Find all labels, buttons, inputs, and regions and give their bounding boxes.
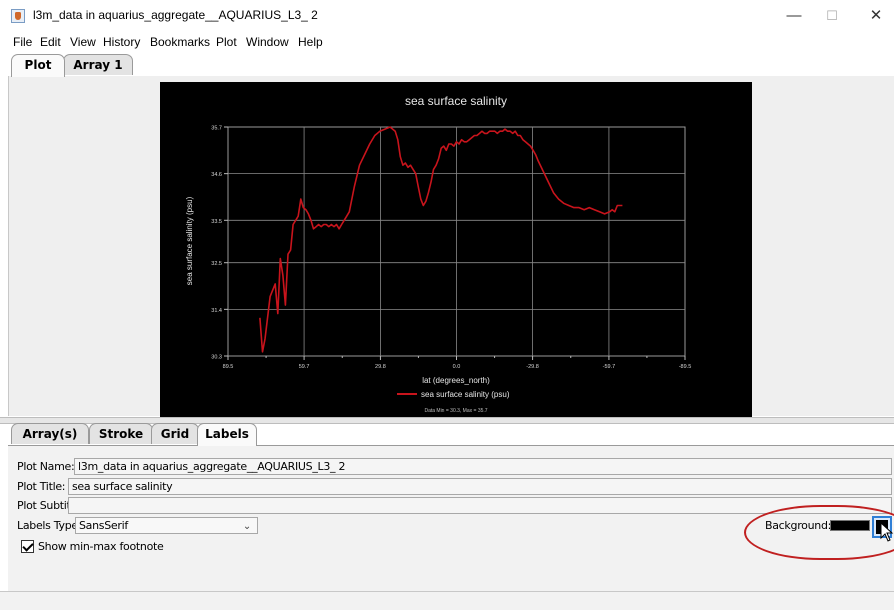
x-tick-label: 59.7 (299, 364, 310, 370)
minmax-footnote-checkbox[interactable] (21, 540, 34, 553)
plot-subtitle-label: Plot Subtitle: (17, 499, 84, 512)
tick-labels: 30.3 31.4 32.5 33.5 34.6 35.7 89.5 59.7 29.8 0.0 -… (211, 126, 691, 371)
tab-array-1[interactable]: Array 1 (63, 54, 133, 75)
y-tick-label: 33.5 (211, 219, 222, 225)
min-max-footnote: Data Min = 30.3, Max = 35.7 (424, 408, 487, 414)
plot-name-field[interactable]: l3m_data in aquarius_aggregate__AQUARIUS… (74, 458, 892, 475)
mouse-cursor-icon (880, 522, 894, 542)
legend-label: sea surface salinity (psu) (421, 390, 510, 399)
x-tick-label: 29.8 (375, 364, 386, 370)
chevron-down-icon: ⌄ (242, 521, 251, 532)
grid-lines (228, 127, 685, 356)
menu-history[interactable]: History (103, 35, 141, 49)
plot-title-label: Plot Title: (17, 480, 66, 493)
menu-plot[interactable]: Plot (216, 35, 237, 49)
x-tick-label: -29.8 (526, 364, 539, 370)
y-tick-label: 32.5 (211, 261, 222, 267)
background-label: Background: (765, 519, 832, 532)
background-color-swatch (830, 520, 870, 531)
menu-window[interactable]: Window (246, 35, 289, 49)
tab-labels[interactable]: Labels (197, 423, 257, 446)
chart-title: sea surface salinity (405, 94, 507, 108)
typeface-select[interactable]: SansSerif ⌄ (75, 517, 258, 534)
x-tick-label: -59.7 (603, 364, 616, 370)
y-tick-label: 31.4 (211, 308, 222, 314)
salinity-series-line (259, 126, 623, 353)
y-axis-label: sea surface salinity (psu) (185, 196, 194, 285)
tab-plot[interactable]: Plot (11, 54, 65, 77)
pane-splitter[interactable] (0, 417, 894, 424)
status-bar (0, 591, 894, 610)
x-tick-label: 0.0 (453, 364, 461, 370)
menu-view[interactable]: View (70, 35, 96, 49)
close-button[interactable]: ✕ (869, 7, 883, 24)
java-app-icon (11, 9, 25, 23)
title-bar: l3m_data in aquarius_aggregate__AQUARIUS… (0, 0, 894, 32)
window-title: l3m_data in aquarius_aggregate__AQUARIUS… (33, 8, 318, 22)
minmax-footnote-label: Show min-max footnote (38, 540, 164, 553)
salinity-chart: sea surface salinity 30.3 31.4 32.5 33.5 34.… (185, 94, 691, 414)
top-tab-strip: Plot Array 1 (8, 54, 894, 77)
y-tick-label: 35.7 (211, 126, 222, 132)
bottom-tab-strip: Array(s) Stroke Grid Labels (8, 423, 894, 446)
y-tick-label: 34.6 (211, 172, 222, 178)
x-axis-label: lat (degrees_north) (422, 376, 490, 385)
tab-stroke[interactable]: Stroke (89, 423, 153, 444)
plot-name-label: Plot Name: (17, 460, 75, 473)
menu-help[interactable]: Help (298, 35, 323, 49)
plot-subtitle-field[interactable] (68, 497, 892, 514)
menu-bookmarks[interactable]: Bookmarks (150, 35, 211, 49)
tab-grid[interactable]: Grid (151, 423, 199, 444)
minimize-button[interactable]: — (786, 7, 802, 24)
chart-panel: sea surface salinity 30.3 31.4 32.5 33.5 34.… (160, 82, 752, 417)
menu-edit[interactable]: Edit (40, 35, 61, 49)
y-tick-label: 30.3 (211, 355, 222, 361)
plot-title-field[interactable]: sea surface salinity (68, 478, 892, 495)
tab-arrays[interactable]: Array(s) (11, 423, 89, 444)
menu-bar: File Edit View History Bookmarks Plot Wi… (0, 33, 894, 51)
typeface-value: SansSerif (79, 519, 128, 532)
x-tick-label: 89.5 (223, 364, 234, 370)
x-tick-label: -89.5 (679, 364, 692, 370)
maximize-button[interactable]: ☐ (826, 8, 838, 23)
menu-file[interactable]: File (13, 35, 33, 49)
